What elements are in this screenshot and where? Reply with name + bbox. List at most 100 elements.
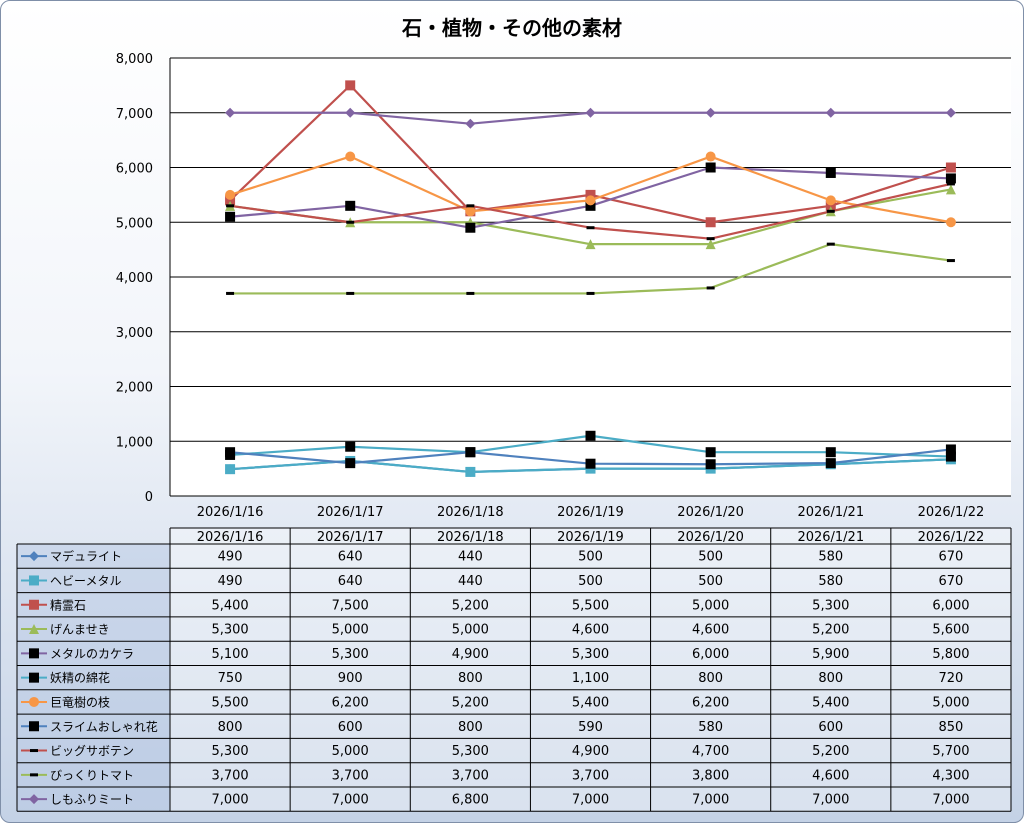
table-cell: 6,200 — [692, 695, 729, 710]
table-cell: 750 — [218, 671, 243, 686]
x-tick-label: 2026/1/18 — [437, 505, 504, 520]
table-cell: 500 — [578, 574, 603, 589]
y-tick-label: 8,000 — [116, 52, 153, 67]
data-point — [945, 217, 956, 228]
table-cell: 5,900 — [812, 647, 849, 662]
table-cell: 3,700 — [572, 768, 609, 783]
table-cell: 5,000 — [332, 623, 369, 638]
table-row: メタルのカケラ 5,100 5,300 4,900 5,300 6,000 5,900 5,8… — [21, 647, 970, 662]
table-header-cell: 2026/1/21 — [797, 530, 864, 545]
table-header-cell: 2026/1/17 — [317, 530, 384, 545]
x-tick-label: 2026/1/21 — [797, 505, 864, 520]
y-tick-label: 3,000 — [116, 326, 153, 341]
table-cell: 5,300 — [812, 598, 849, 613]
table-cell: 6,200 — [332, 695, 369, 710]
data-point — [945, 184, 956, 195]
table-cell: 5,000 — [932, 695, 969, 710]
data-point — [466, 204, 475, 208]
table-cell: 590 — [578, 720, 603, 735]
table-cell: 3,700 — [332, 768, 369, 783]
legend-label: 妖精の綿花 — [50, 670, 110, 685]
table-cell: 7,000 — [211, 793, 248, 808]
data-point — [705, 107, 716, 118]
legend-label: げんませき — [50, 623, 110, 637]
data-point — [706, 237, 715, 241]
data-point — [225, 107, 236, 118]
legend-key-marker — [29, 599, 39, 610]
series-group — [225, 444, 956, 470]
data-point — [705, 217, 716, 228]
table-cell: 5,000 — [332, 744, 369, 759]
data-point — [345, 441, 356, 452]
table-cell: 5,300 — [572, 647, 609, 662]
table-cell: 5,200 — [812, 623, 849, 638]
data-point — [465, 222, 476, 233]
data-point — [825, 107, 836, 118]
legend-label: ビッグサボテン — [50, 744, 134, 758]
data-point — [345, 80, 356, 91]
table-cell: 7,000 — [332, 793, 369, 808]
table-cell: 5,200 — [812, 744, 849, 759]
table-cell: 7,000 — [932, 793, 969, 808]
y-tick-label: 5,000 — [116, 216, 153, 231]
legend-key-marker — [29, 648, 39, 659]
legend-key-marker — [30, 749, 38, 753]
legend-label: びっくりトマト — [50, 768, 134, 782]
table-cell: 1,100 — [572, 671, 609, 686]
x-tick-label: 2026/1/19 — [557, 505, 624, 520]
table-cell: 580 — [818, 550, 843, 565]
table-cell: 5,300 — [332, 647, 369, 662]
data-point — [825, 458, 836, 469]
data-point — [705, 162, 716, 173]
legend-key-marker — [29, 696, 39, 707]
data-point — [825, 195, 836, 206]
data-point — [825, 200, 836, 211]
data-point — [586, 226, 595, 230]
table-cell: 440 — [458, 574, 483, 589]
data-table: 2026/1/16 2026/1/17 2026/1/18 2026/1/19 2026… — [16, 527, 1012, 812]
table-cell: 4,900 — [452, 647, 489, 662]
y-tick-label: 2,000 — [116, 381, 153, 396]
legend-label: マデュライト — [50, 549, 122, 564]
table-cell: 500 — [698, 574, 723, 589]
series-group — [225, 151, 956, 228]
y-tick-label: 7,000 — [116, 107, 153, 122]
data-point — [226, 291, 235, 295]
legend-key-marker — [29, 794, 39, 805]
series-group — [225, 162, 956, 233]
x-tick-label: 2026/1/17 — [317, 505, 384, 520]
legend-key-marker — [30, 773, 38, 777]
data-point — [585, 430, 596, 441]
data-point — [585, 200, 596, 211]
table-cell: 640 — [338, 550, 363, 565]
table-cell: 5,300 — [211, 623, 248, 638]
table-cell: 5,300 — [211, 744, 248, 759]
table-cell: 4,300 — [932, 768, 969, 783]
table-cell: 5,000 — [452, 623, 489, 638]
x-axis: 2026/1/16 2026/1/17 2026/1/18 2026/1/19 2026… — [197, 505, 985, 520]
table-header-cell: 2026/1/22 — [918, 530, 985, 545]
table-row: マデュライト 490 640 440 500 500 580 670 — [21, 549, 963, 565]
legend-label: しもふりミート — [50, 793, 134, 807]
table-cell: 4,700 — [692, 744, 729, 759]
table-cell: 6,000 — [692, 647, 729, 662]
data-point — [465, 118, 476, 129]
data-point — [586, 291, 595, 295]
table-cell: 5,700 — [932, 744, 969, 759]
legend-label: 巨竜樹の枝 — [50, 694, 110, 709]
table-cell: 7,000 — [572, 793, 609, 808]
table-cell: 3,700 — [452, 768, 489, 783]
data-point — [945, 107, 956, 118]
table-cell: 5,500 — [211, 695, 248, 710]
x-tick-label: 2026/1/16 — [197, 505, 264, 520]
data-point — [945, 451, 956, 462]
data-point — [705, 459, 716, 470]
data-point — [585, 107, 596, 118]
data-point — [585, 189, 596, 200]
table-row: スライムおしゃれ花 800 600 800 590 580 600 850 — [21, 719, 963, 735]
table-cell: 5,000 — [692, 598, 729, 613]
data-point — [705, 151, 716, 162]
data-point — [466, 291, 475, 295]
table-cell: 800 — [818, 671, 843, 686]
table-cell: 5,400 — [211, 598, 248, 613]
